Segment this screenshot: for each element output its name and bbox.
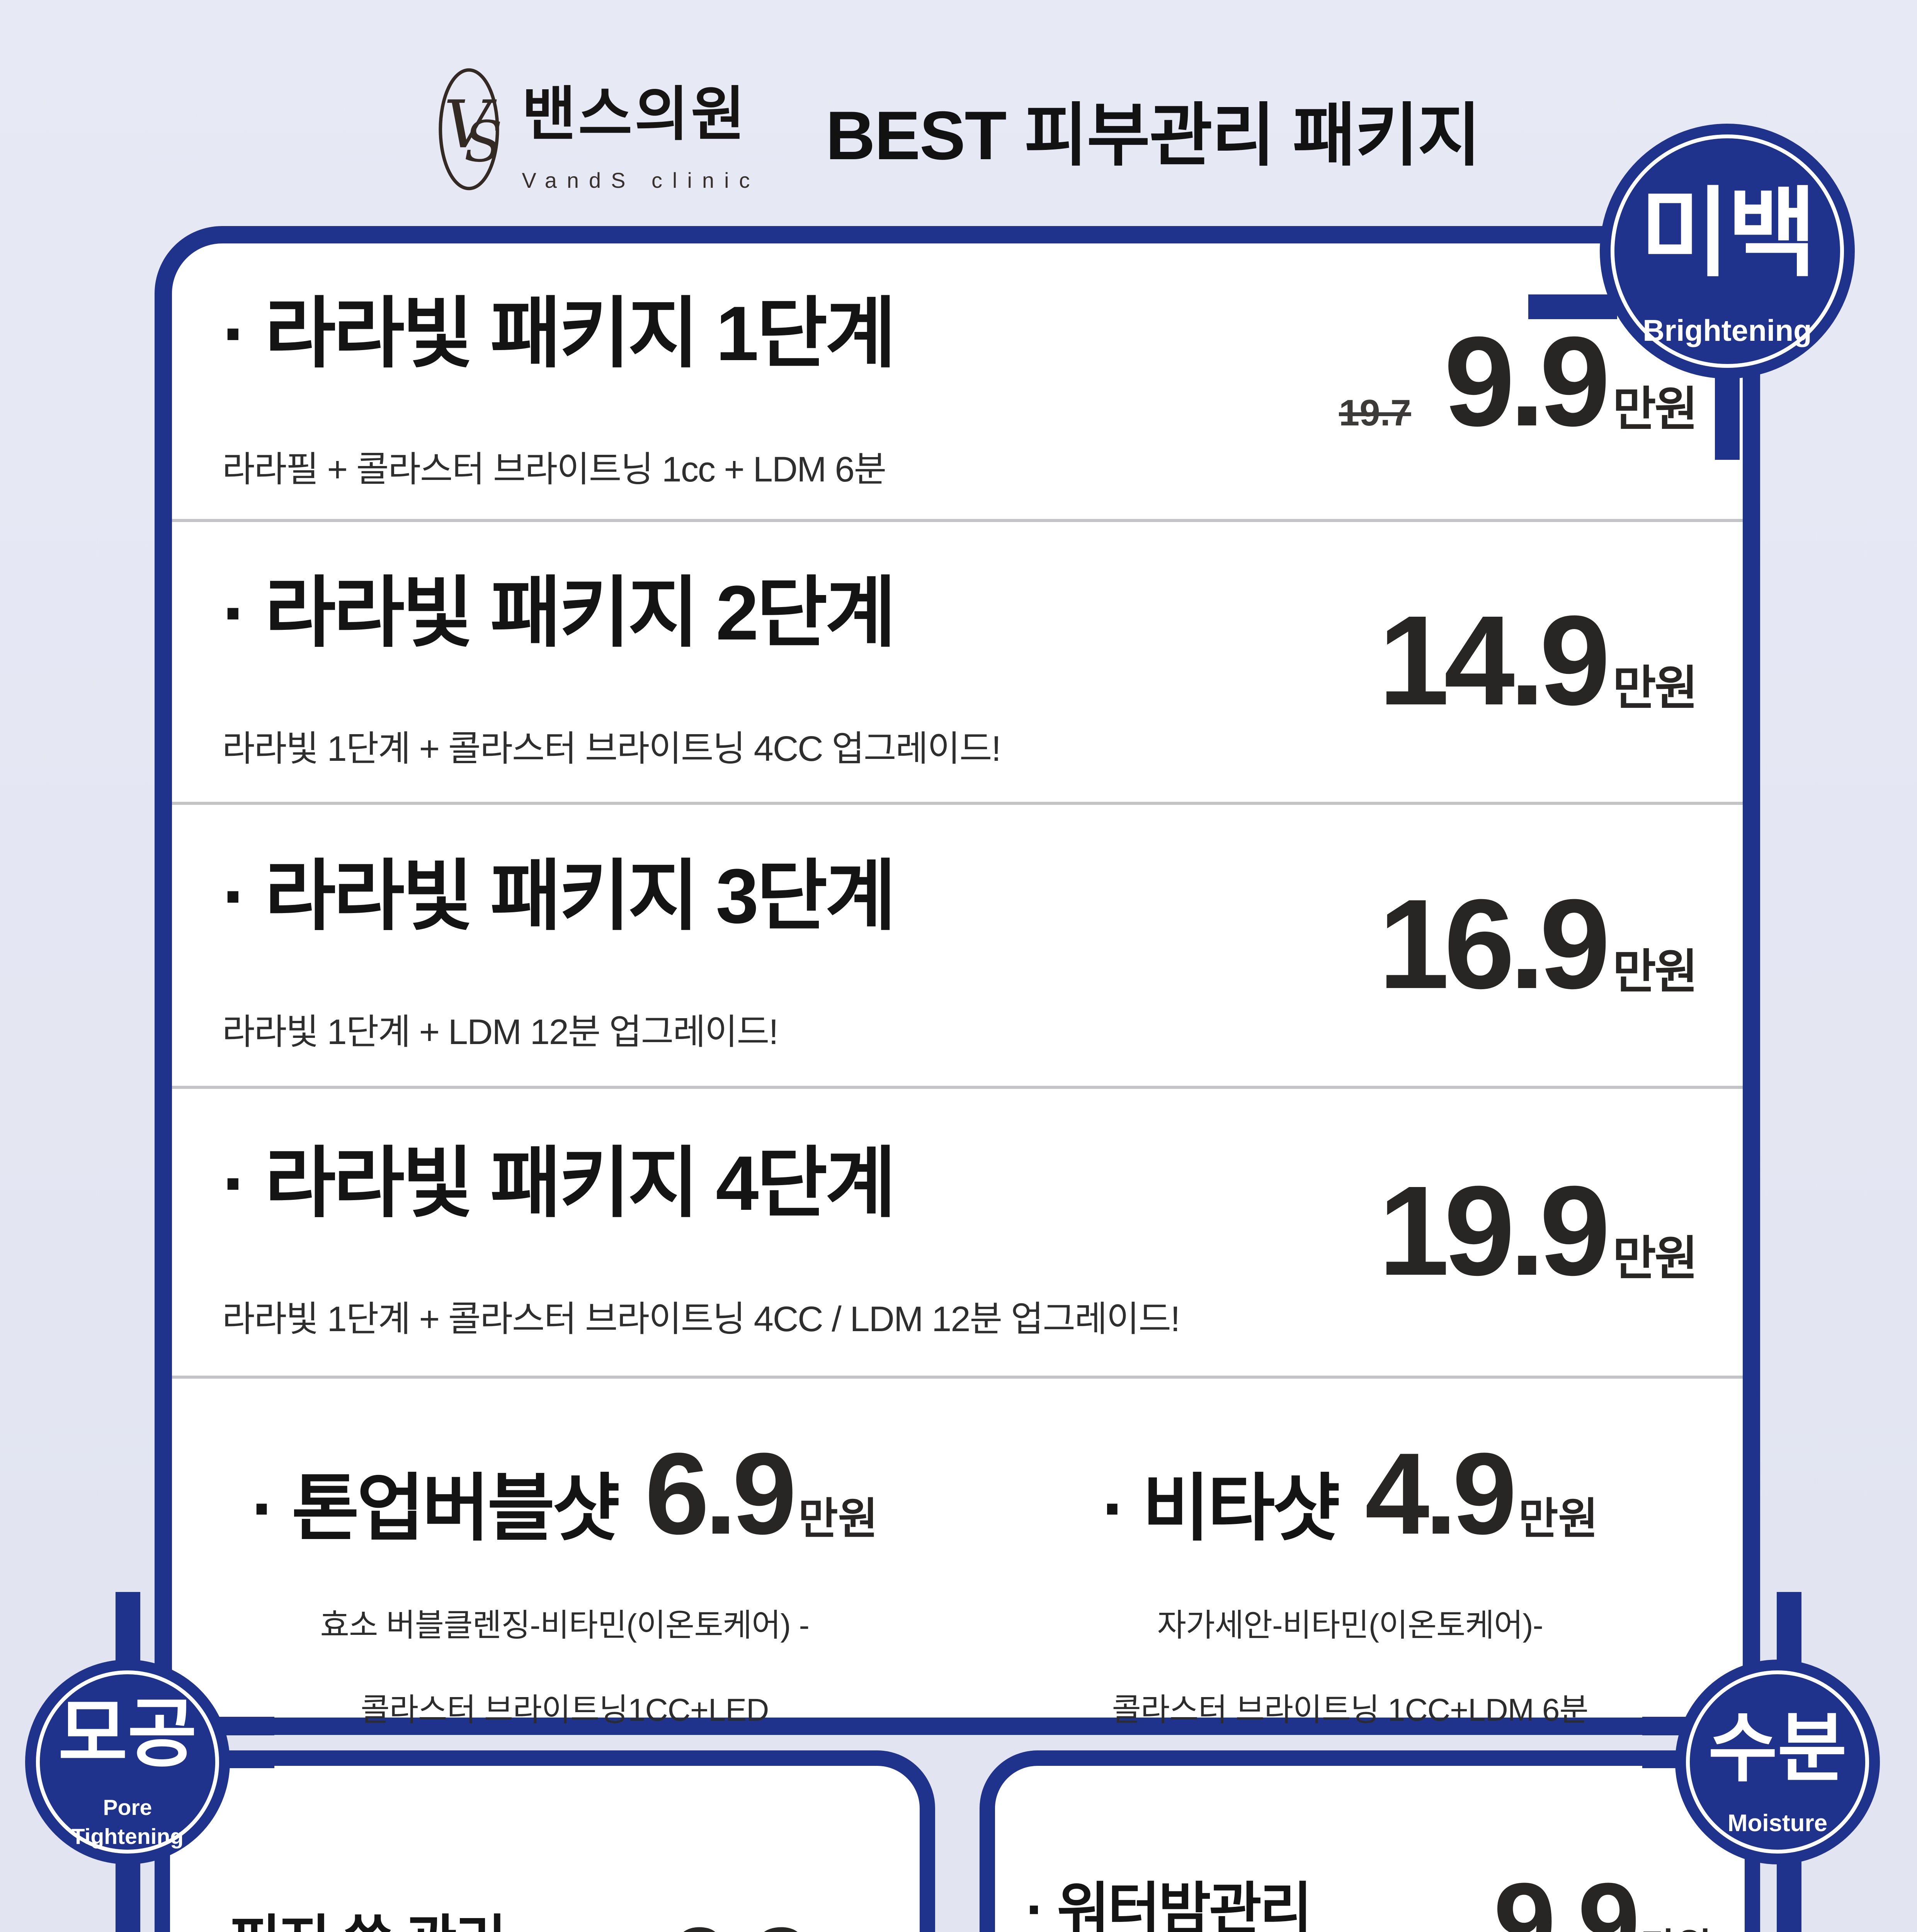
badge-label-en-line2: Tightening [71,1824,184,1849]
badge-pore: 모공 Pore Tightening [25,1660,230,1864]
badge-label-kr: 모공 [58,1691,197,1776]
price-value: 9.9 [1444,310,1611,452]
package-desc: 라라빛 1단계 + 콜라스터 브라이트닝 4CC 업그레이드! [222,729,1001,769]
shot-title: · 톤업버블샷 [251,1468,620,1549]
clinic-logo: V S 밴스의원 VandS clinic [437,66,760,193]
vands-logo-icon: V S [438,68,501,190]
item-price: 6.9 만원 [667,1911,885,1932]
shot-desc: 효소 버블클렌징-비타민(이온토케어) - [320,1608,810,1643]
package-title: · 라라빛 패키지 4단계 [222,1140,896,1226]
package-title: · 라라빛 패키지 1단계 [222,291,896,377]
package-row-4: · 라라빛 패키지 4단계 라라빛 1단계 + 콜라스터 브라이트닝 4CC /… [172,1086,1743,1376]
clinic-name-en: VandS clinic [522,168,760,192]
package-price: 19.7 9.9 만원 [1339,310,1698,452]
item-title: · 피지 쏙 관리 [199,1896,610,1932]
shot-desc: 자가세안-비타민(이온토케어)- [1157,1608,1543,1643]
shot-desc: 콜라스터 브라이트닝1CC+LED [361,1692,769,1728]
price-unit: 만원 [1613,662,1698,714]
price-unit: 만원 [1613,383,1698,435]
price-value: 6.9 [645,1429,797,1558]
package-row-text: · 라라빛 패키지 3단계 라라빛 1단계 + LDM 12분 업그레이드! [222,833,896,1054]
shot-desc: 콜라스터 브라이트닝 1CC+LDM 6분 [1112,1692,1589,1728]
package-row-1: · 라라빛 패키지 1단계 라라필 + 콜라스터 브라이트닝 1cc + LDM… [172,243,1743,519]
price-value: 6.9 [667,1911,813,1932]
clinic-name: 밴스의원 [522,81,747,147]
toneup-bubble-shot: · 톤업버블샷 6.9 만원 효소 버블클렌징-비타민(이온토케어) - 콜라스… [172,1376,958,1728]
item-title: · 워터밤관리 [1026,1878,1312,1932]
badge-label-en-line1: Pore [103,1795,152,1820]
price-unit: 만원 [1613,945,1698,998]
package-title: · 라라빛 패키지 3단계 [222,853,896,939]
price-value: 14.9 [1378,589,1610,731]
shot-row: · 톤업버블샷 6.9 만원 효소 버블클렌징-비타민(이온토케어) - 콜라스… [172,1376,1743,1728]
package-price: 14.9 만원 [1378,589,1698,731]
price-unit: 만원 [1518,1495,1598,1543]
item-text: · 피지 쏙 관리 LED관리 및 스크러버 (얼굴전체 압출포함) [199,1896,610,1932]
package-desc: 라라빛 1단계 + 콜라스터 브라이트닝 4CC / LDM 12분 업그레이드… [222,1299,1180,1339]
badge-label-en: Pore Tightening [71,1793,184,1851]
package-desc: 라라필 + 콜라스터 브라이트닝 1cc + LDM 6분 [222,450,886,489]
price-unit: 만원 [798,1495,878,1543]
row-separator [172,802,1743,805]
price-value: 16.9 [1378,872,1610,1015]
moisture-item-1: · 워터밤관리 효소 버블클렌징 - 콜라스터오리지널 1CC - 초음파 6분… [1026,1862,1712,1932]
pore-item-1: · 피지 쏙 관리 LED관리 및 스크러버 (얼굴전체 압출포함) 6.9 만… [199,1862,885,1932]
package-row-text: · 라라빛 패키지 4단계 라라빛 1단계 + 콜라스터 브라이트닝 4CC /… [222,1120,1180,1342]
badge-label-en: Moisture [1727,1810,1828,1837]
price-value: 9.9 [1493,1860,1640,1932]
badge-label-en: Brightening [1643,313,1812,347]
price-unit: 만원 [1613,1232,1698,1285]
badge-label-kr: 수분 [1708,1706,1847,1791]
shot-head: · 톤업버블샷 6.9 만원 [252,1435,878,1555]
package-row-text: · 라라빛 패키지 2단계 라라빛 1단계 + 콜라스터 브라이트닝 4CC 업… [222,550,1001,771]
row-separator [172,519,1743,522]
svg-text:V: V [444,87,497,163]
pore-panel: · 피지 쏙 관리 LED관리 및 스크러버 (얼굴전체 압출포함) 6.9 만… [155,1750,935,1932]
connector-bar [1777,1851,1801,1932]
price-value: 4.9 [1365,1429,1517,1558]
svg-text:S: S [464,109,500,175]
row-separator [172,1086,1743,1089]
shot-title: · 비타샷 [1102,1468,1340,1549]
badge-brightening: 미백 Brightening [1600,124,1855,379]
row-separator [172,1376,1743,1379]
package-price: 16.9 만원 [1378,872,1698,1015]
package-row-3: · 라라빛 패키지 3단계 라라빛 1단계 + LDM 12분 업그레이드! 1… [172,802,1743,1086]
brightening-panel: · 라라빛 패키지 1단계 라라필 + 콜라스터 브라이트닝 1cc + LDM… [155,226,1760,1735]
price-unit: 만원 [1641,1916,1712,1932]
connector-bar [1528,294,1617,319]
package-row-text: · 라라빛 패키지 1단계 라라필 + 콜라스터 브라이트닝 1cc + LDM… [222,270,896,492]
old-price: 19.7 [1339,392,1411,434]
price-value: 19.9 [1378,1159,1610,1302]
package-title: · 라라빛 패키지 2단계 [222,570,896,656]
moisture-panel: · 워터밤관리 효소 버블클렌징 - 콜라스터오리지널 1CC - 초음파 6분… [980,1750,1760,1932]
package-row-2: · 라라빛 패키지 2단계 라라빛 1단계 + 콜라스터 브라이트닝 4CC 업… [172,519,1743,802]
badge-moisture: 수분 Moisture [1675,1660,1880,1864]
package-price: 19.9 만원 [1378,1159,1698,1302]
item-price: 9.9 만원 [1493,1866,1712,1932]
header: V S 밴스의원 VandS clinic BEST 피부관리 패키지 [0,66,1917,193]
page-title: BEST 피부관리 패키지 [825,97,1481,174]
badge-label-kr: 미백 [1640,179,1817,288]
item-text: · 워터밤관리 효소 버블클렌징 - 콜라스터오리지널 1CC - 초음파 6분… [1026,1862,1453,1932]
package-desc: 라라빛 1단계 + LDM 12분 업그레이드! [222,1012,779,1052]
connector-bar [116,1851,140,1932]
vita-shot: · 비타샷 4.9 만원 자가세안-비타민(이온토케어)- 콜라스터 브라이트닝… [958,1376,1743,1728]
shot-head: · 비타샷 4.9 만원 [1102,1435,1598,1555]
clinic-name-block: 밴스의원 VandS clinic [522,66,760,193]
